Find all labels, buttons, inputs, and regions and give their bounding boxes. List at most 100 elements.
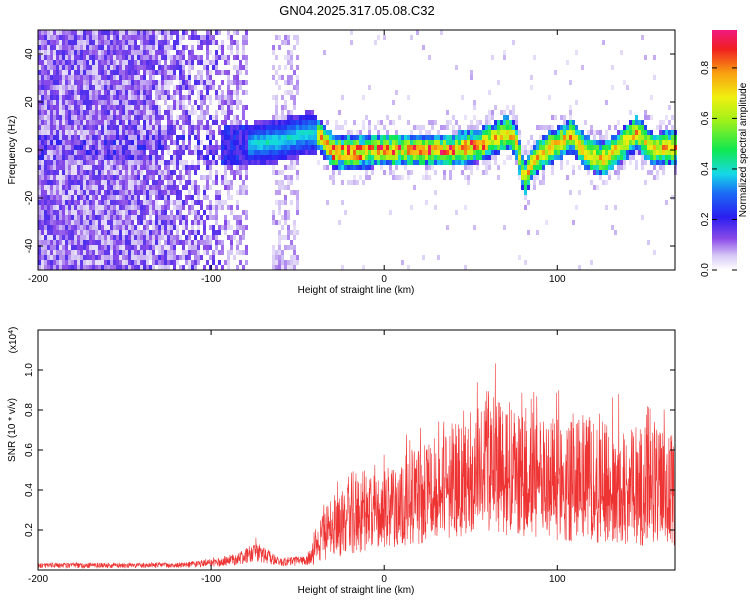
spectrogram-cell xyxy=(365,170,368,175)
spectrogram-cell xyxy=(335,120,338,125)
spectrogram-cell xyxy=(164,260,167,265)
spectrogram-cell xyxy=(125,140,128,145)
spectrogram-cell xyxy=(206,110,209,115)
spectrogram-cell xyxy=(287,110,290,115)
spectrogram-cell xyxy=(95,255,98,260)
spectrogram-cell xyxy=(38,70,41,75)
spectrogram-cell xyxy=(92,250,95,255)
spectrogram-cell xyxy=(533,165,536,170)
spectrogram-cell xyxy=(278,210,281,215)
spectrogram-cell xyxy=(146,95,149,100)
spectrogram-cell xyxy=(221,55,224,60)
spectrogram-cell xyxy=(101,45,104,50)
spectrogram-cell xyxy=(104,225,107,230)
spectrogram-cell xyxy=(89,75,92,80)
spectrogram-cell xyxy=(341,145,344,150)
spectrogram-cell xyxy=(77,200,80,205)
spectrogram-cell xyxy=(671,140,674,145)
spectrogram-cell xyxy=(44,110,47,115)
spectrogram-cell xyxy=(221,130,224,135)
spectrogram-cell xyxy=(110,75,113,80)
spectrogram-cell xyxy=(209,50,212,55)
spectrogram-cell xyxy=(209,245,212,250)
spectrogram-cell xyxy=(80,245,83,250)
spectrogram-cell xyxy=(512,105,515,110)
spectrogram-cell xyxy=(293,95,296,100)
spectrogram-cell xyxy=(95,210,98,215)
spectrogram-cell xyxy=(80,105,83,110)
spectrogram-cell xyxy=(140,115,143,120)
spectrogram-cell xyxy=(287,130,290,135)
spectrogram-cell xyxy=(74,50,77,55)
spectrogram-cell xyxy=(110,215,113,220)
spectrogram-cell xyxy=(161,245,164,250)
spectrogram-cell xyxy=(74,150,77,155)
spectrogram-cell xyxy=(236,145,239,150)
spectrogram-cell xyxy=(149,240,152,245)
spectrogram-cell xyxy=(374,140,377,145)
spectrogram-cell xyxy=(362,265,365,270)
spectrogram-cell xyxy=(68,255,71,260)
spectrogram-cell xyxy=(344,135,347,140)
spectrogram-cell xyxy=(632,145,635,150)
spectrogram-cell xyxy=(59,45,62,50)
spectrogram-cell xyxy=(143,230,146,235)
spectrogram-cell xyxy=(200,100,203,105)
spectrogram-cell xyxy=(56,130,59,135)
spectrogram-cell xyxy=(407,140,410,145)
spectrogram-cell xyxy=(59,200,62,205)
spectrogram-cell xyxy=(296,115,299,120)
spectrogram-cell xyxy=(158,115,161,120)
spectrogram-cell xyxy=(167,85,170,90)
spectrogram-cell xyxy=(206,75,209,80)
spectrogram-cell xyxy=(107,70,110,75)
spectrogram-cell xyxy=(230,130,233,135)
spectrogram-cell xyxy=(38,240,41,245)
spectrogram-cell xyxy=(86,110,89,115)
spectrogram-cell xyxy=(599,175,602,180)
spectrogram-cell xyxy=(98,130,101,135)
spectrogram-cell xyxy=(164,115,167,120)
spectrogram-cell xyxy=(134,120,137,125)
spectrogram-cell xyxy=(215,215,218,220)
spectrogram-cell xyxy=(149,245,152,250)
spectrogram-cell xyxy=(107,150,110,155)
spectrogram-cell xyxy=(146,195,149,200)
spectrogram-cell xyxy=(143,215,146,220)
spectrogram-cell xyxy=(233,115,236,120)
spectrogram-cell xyxy=(224,120,227,125)
spectrogram-cell xyxy=(95,215,98,220)
spectrogram-cell xyxy=(44,85,47,90)
spectrogram-cell xyxy=(71,240,74,245)
spectrogram-cell xyxy=(614,145,617,150)
spectrogram-cell xyxy=(134,195,137,200)
spectrogram-cell xyxy=(53,220,56,225)
spectrogram-cell xyxy=(203,225,206,230)
spectrogram-cell xyxy=(221,145,224,150)
spectrogram-cell xyxy=(116,150,119,155)
spectrogram-cell xyxy=(110,45,113,50)
spectrogram-cell xyxy=(89,145,92,150)
spectrogram-cell xyxy=(509,135,512,140)
spectrogram-cell xyxy=(167,105,170,110)
spectrogram-cell xyxy=(287,265,290,270)
spectrogram-cell xyxy=(284,40,287,45)
spectrogram-cell xyxy=(218,70,221,75)
spectrogram-cell xyxy=(116,170,119,175)
spectrogram-cell xyxy=(572,135,575,140)
spectrogram-cell xyxy=(347,165,350,170)
colorbar-tick-label: 0.8 xyxy=(700,61,711,75)
spectrogram-cell xyxy=(140,215,143,220)
spectrogram-cell xyxy=(206,70,209,75)
spectrogram-cell xyxy=(635,130,638,135)
spectrogram-cell xyxy=(173,75,176,80)
spectrogram-cell xyxy=(215,175,218,180)
spectrogram-cell xyxy=(53,40,56,45)
spectrogram-cell xyxy=(56,205,59,210)
spectrogram-cell xyxy=(161,40,164,45)
spectrogram-cell xyxy=(392,175,395,180)
spectrogram-cell xyxy=(71,220,74,225)
spectrogram-cell xyxy=(107,40,110,45)
spectrogram-cell xyxy=(320,125,323,130)
spectrogram-cell xyxy=(74,200,77,205)
